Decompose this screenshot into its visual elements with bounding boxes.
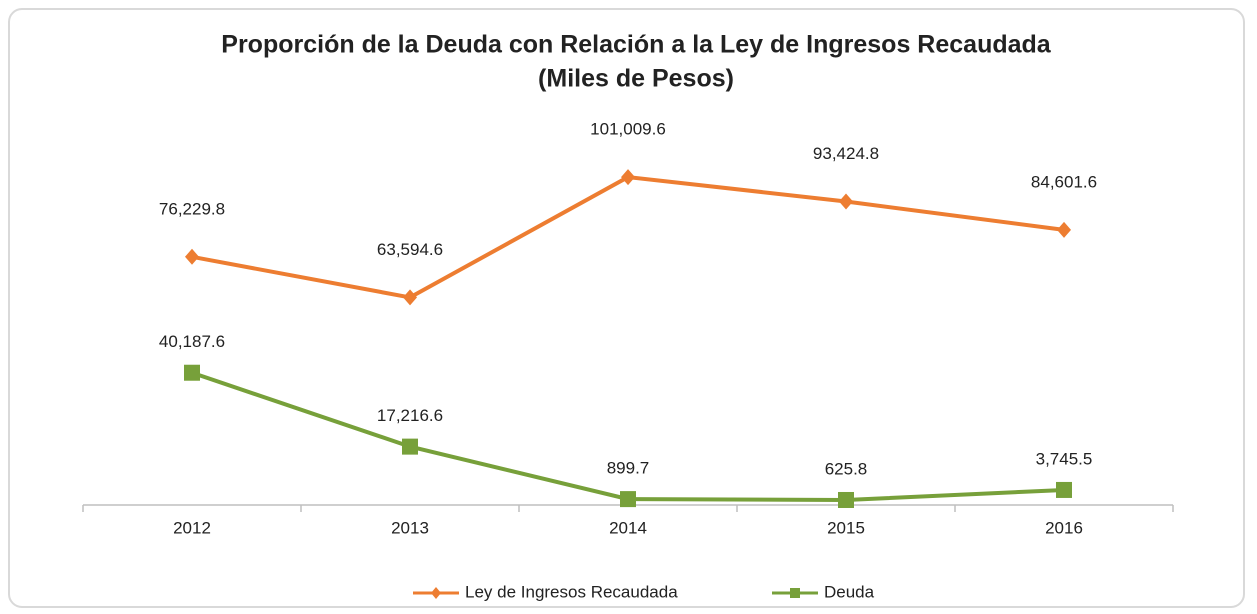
data-label: 93,424.8: [813, 144, 879, 163]
legend-marker: [790, 588, 800, 598]
point-marker: [839, 193, 853, 210]
legend-label: Ley de Ingresos Recaudada: [465, 582, 678, 601]
point-marker: [620, 491, 636, 508]
data-label: 40,187.6: [159, 332, 225, 351]
data-label: 101,009.6: [590, 120, 666, 139]
data-label: 625.8: [825, 459, 868, 478]
data-label: 84,601.6: [1031, 172, 1097, 191]
point-marker: [403, 289, 417, 306]
chart-subtitle: (Miles de Pesos): [538, 65, 734, 93]
data-label: 3,745.5: [1036, 449, 1093, 468]
point-marker: [1056, 481, 1072, 498]
point-marker: [1057, 221, 1071, 238]
x-tick-label: 2014: [609, 518, 647, 537]
x-tick-label: 2013: [391, 518, 429, 537]
legend-label: Deuda: [824, 582, 875, 601]
series-line: [191, 175, 1065, 300]
legend-marker: [431, 587, 441, 599]
x-tick-label: 2012: [173, 518, 211, 537]
data-label: 899.7: [607, 459, 650, 478]
point-marker: [838, 491, 854, 508]
data-label: 76,229.8: [159, 199, 225, 218]
point-marker: [621, 169, 635, 186]
data-label: 63,594.6: [377, 240, 443, 259]
x-tick-label: 2016: [1045, 518, 1083, 537]
point-marker: [184, 364, 200, 381]
point-marker: [402, 438, 418, 455]
series-line: [191, 370, 1065, 502]
data-label: 17,216.6: [377, 406, 443, 425]
chart-title: Proporción de la Deuda con Relación a la…: [221, 31, 1052, 59]
point-marker: [185, 248, 199, 265]
x-tick-label: 2015: [827, 518, 865, 537]
chart-frame: [8, 8, 1245, 608]
